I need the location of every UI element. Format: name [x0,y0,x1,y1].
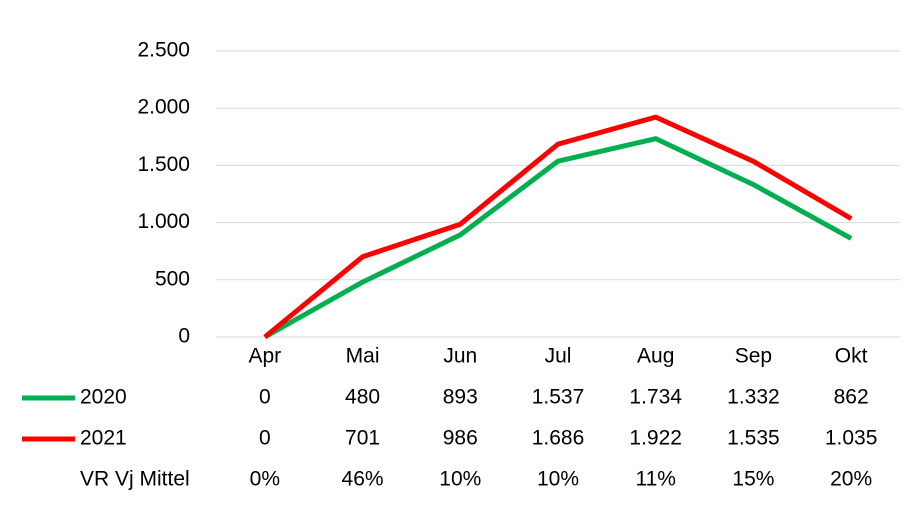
table-cell: 46% [342,468,384,491]
table-cell: 15% [732,468,774,491]
table-cell: 1.922 [629,427,682,450]
series-line [263,136,853,340]
row-label: VR Vj Mittel [80,468,190,491]
series-line [263,114,853,339]
table-cell: 11% [635,468,675,491]
table-cell: 0% [250,468,280,491]
table-cell: 701 [345,427,380,450]
x-tick-label: Okt [835,345,868,368]
table-cell: 0 [259,427,271,450]
table-cell: 10% [439,468,481,491]
table-cell: 20% [830,468,872,491]
table-cell: 986 [443,427,478,450]
table-cell: 893 [443,386,478,409]
x-tick-label: Jul [545,345,572,368]
table-cell: 1.686 [532,427,585,450]
legend-label: 2020 [80,386,127,409]
table-cell: 1.537 [532,386,585,409]
x-tick-label: Apr [249,345,282,368]
x-tick-label: Mai [346,345,380,368]
x-tick-label: Aug [637,345,674,368]
y-tick-label: 2.500 [137,39,190,62]
y-tick-label: 500 [155,267,190,290]
legend-label: 2021 [80,427,127,450]
y-tick-label: 0 [178,325,190,348]
y-tick-label: 1.500 [137,153,190,176]
x-tick-label: Sep [735,345,772,368]
x-tick-label: Jun [443,345,477,368]
table-cell: 0 [259,386,271,409]
table-cell: 1.035 [825,427,878,450]
table-cell: 1.535 [727,427,780,450]
y-tick-label: 1.000 [137,210,190,233]
table-cell: 1.734 [629,386,682,409]
table-cell: 10% [537,468,579,491]
table-cell: 862 [834,386,869,409]
table-cell: 1.332 [727,386,780,409]
table-cell: 480 [345,386,380,409]
y-tick-label: 2.000 [137,96,190,119]
